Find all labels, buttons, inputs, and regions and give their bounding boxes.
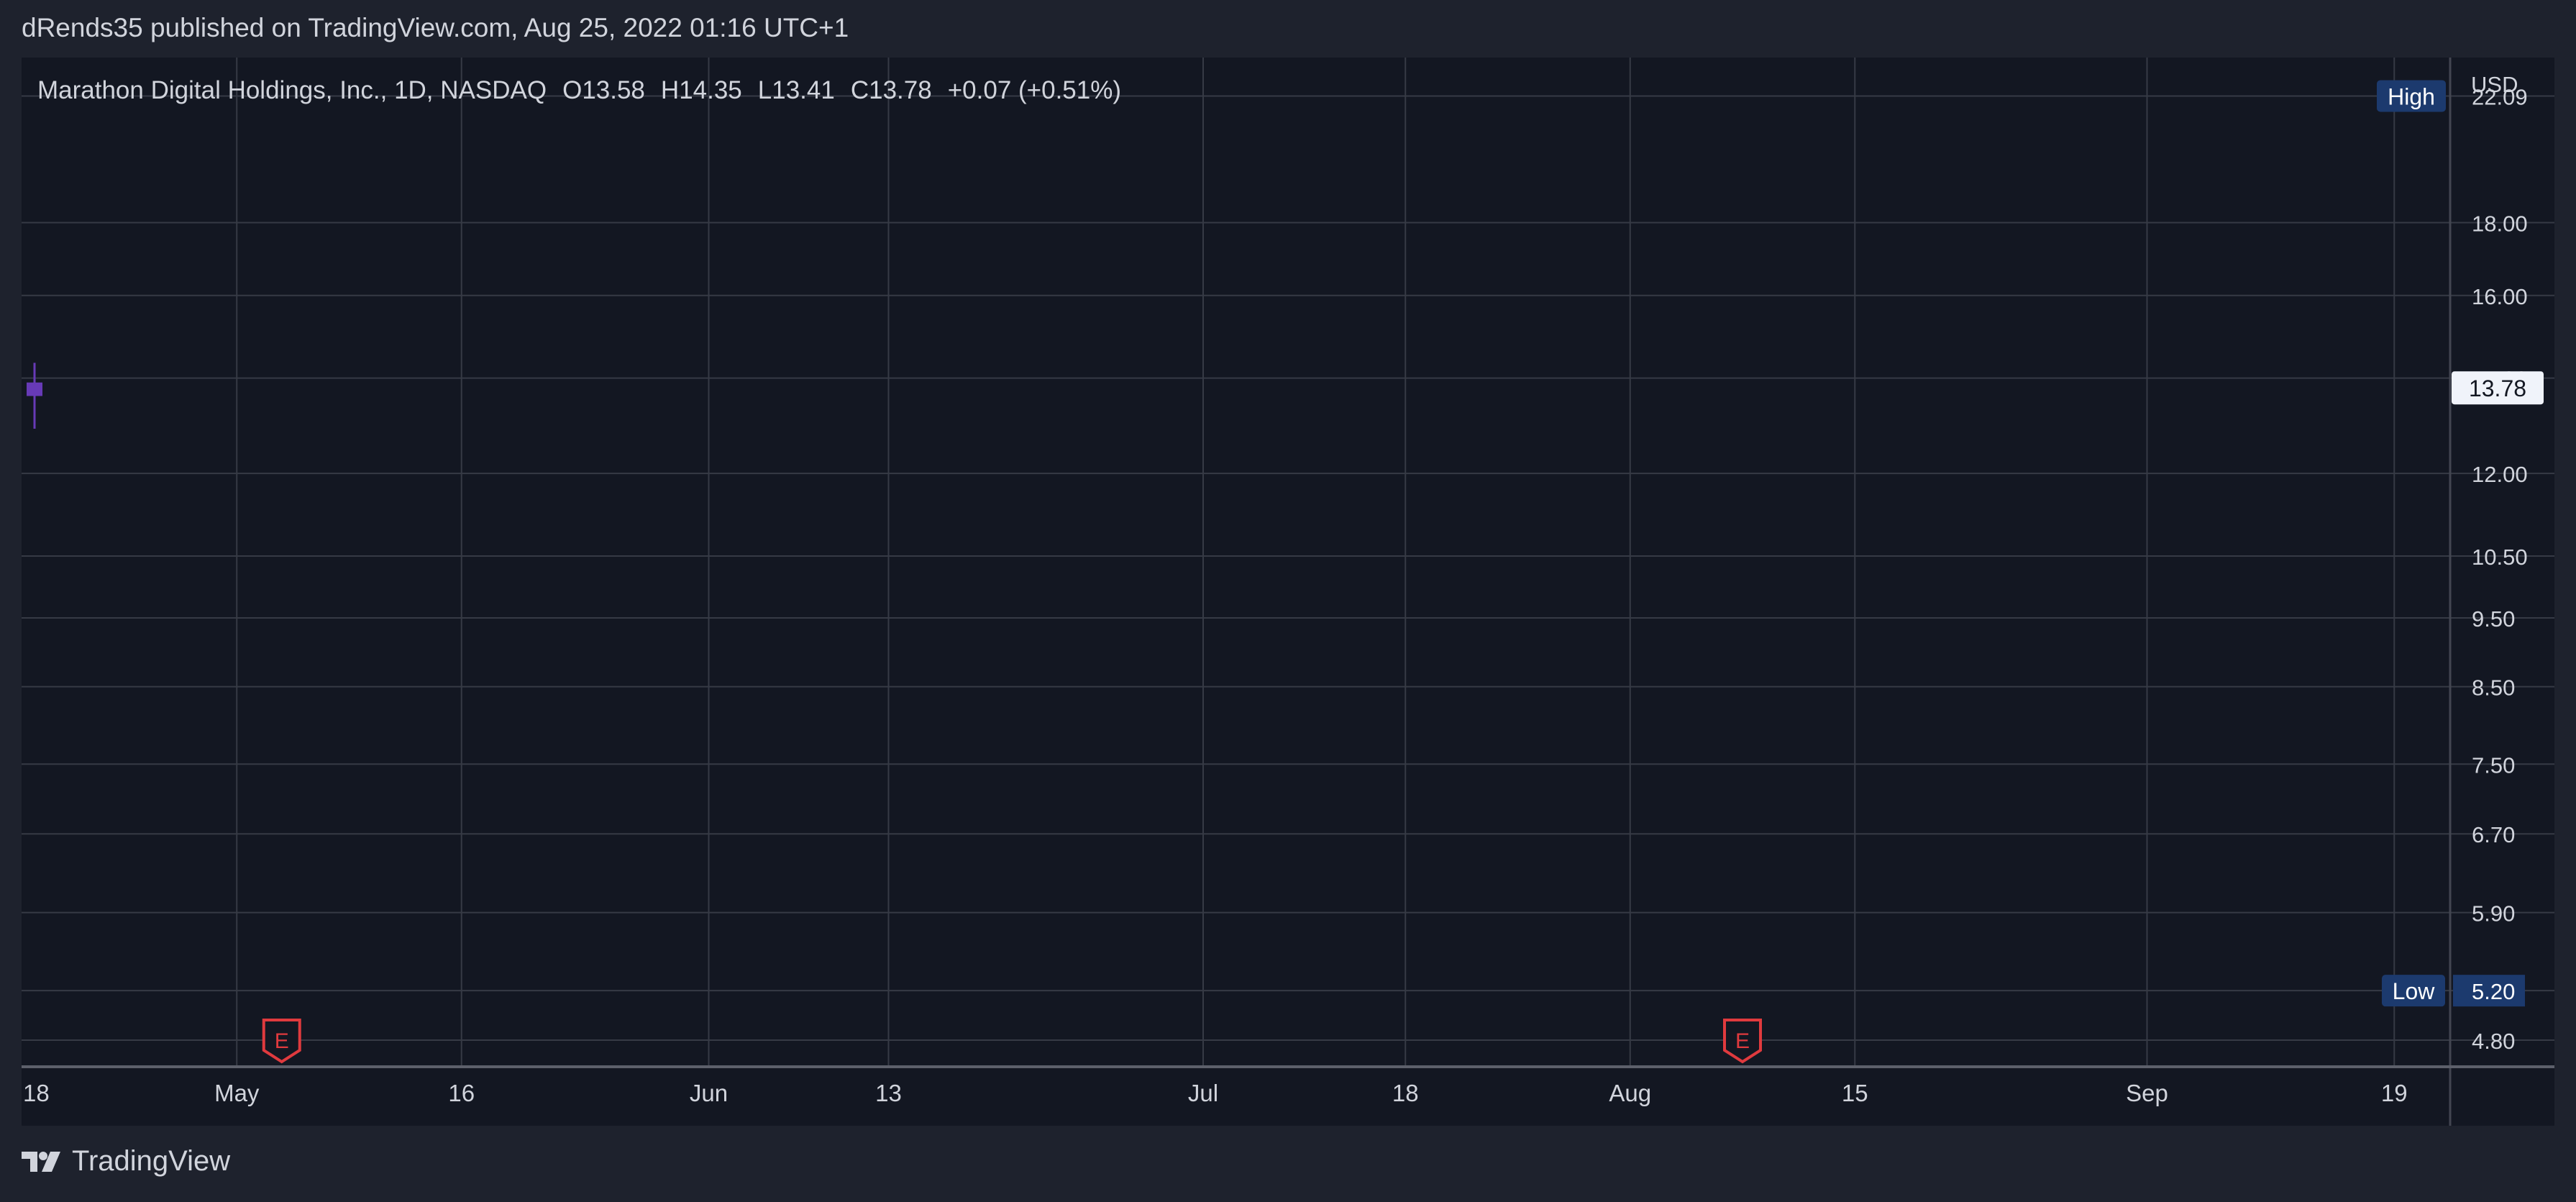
high-badge-label: High [2388, 83, 2435, 109]
price-markers: High Low 5.20 13.78 [2377, 80, 2544, 1007]
y-tick-label: 22.09 [2472, 84, 2528, 109]
y-tick-label: 10.50 [2472, 545, 2528, 570]
last-price-badge [2452, 371, 2544, 405]
candles [27, 363, 42, 429]
y-tick-label: 16.00 [2472, 284, 2528, 309]
last-price-label: 13.78 [2469, 375, 2526, 401]
x-tick-label: Aug [1609, 1080, 1651, 1106]
high-badge [2377, 80, 2446, 112]
x-tick-label: 15 [1842, 1080, 1868, 1106]
y-tick-label: 4.80 [2472, 1029, 2515, 1054]
y-tick-label: 12.00 [2472, 462, 2528, 487]
low-badge [2382, 975, 2445, 1007]
legend-l-label: L [758, 76, 772, 104]
x-tick-label: 16 [448, 1080, 475, 1106]
y-tick-label: 6.70 [2472, 822, 2515, 847]
currency-label: USD [2471, 72, 2518, 97]
low-value-badge [2453, 975, 2525, 1007]
x-tick-label: Jul [1188, 1080, 1218, 1106]
legend-symbol: Marathon Digital Holdings, Inc., 1D, NAS… [37, 76, 547, 104]
earnings-icon [262, 1019, 301, 1064]
y-tick-label: 9.50 [2472, 606, 2515, 632]
footer: TradingView [22, 1145, 230, 1178]
legend-o-value: 13.58 [582, 76, 645, 104]
earnings-icon [1723, 1019, 1762, 1064]
x-tick-label: 18 [23, 1080, 50, 1106]
chart-legend: Marathon Digital Holdings, Inc., 1D, NAS… [37, 76, 1121, 104]
footer-brand[interactable]: TradingView [72, 1145, 231, 1177]
legend-c-value: 13.78 [869, 76, 932, 104]
tradingview-logo-icon [22, 1151, 60, 1172]
x-tick-label: Jun [690, 1080, 728, 1106]
legend-o-label: O [562, 76, 582, 104]
low-value: 5.20 [2472, 979, 2515, 1004]
legend-h-value: 14.35 [679, 76, 742, 104]
legend-c-label: C [851, 76, 869, 104]
earnings-label: E [1735, 1029, 1750, 1053]
x-tick-label: 19 [2381, 1080, 2408, 1106]
low-badge-label: Low [2393, 978, 2436, 1004]
publish-info: dRends35 published on TradingView.com, A… [22, 13, 849, 42]
x-tick-label: Sep [2126, 1080, 2168, 1106]
x-tick-label: 18 [1392, 1080, 1419, 1106]
y-tick-label: 5.90 [2472, 901, 2515, 926]
candle-body [27, 382, 42, 396]
chart-panel [22, 58, 2554, 1126]
legend-change: +0.07 (+0.51%) [948, 76, 1121, 104]
y-tick-label: 7.50 [2472, 752, 2515, 778]
time-axis[interactable]: 18 May 16 Jun 13 Jul 18 Aug 15 Sep 19 [23, 1080, 2408, 1106]
y-tick-label: 8.50 [2472, 675, 2515, 701]
grid-lines [22, 58, 2554, 1067]
legend-l-value: 13.41 [772, 76, 835, 104]
y-tick-label: 18.00 [2472, 211, 2528, 236]
earnings-label: E [275, 1029, 289, 1053]
legend-h-label: H [661, 76, 679, 104]
x-tick-label: 13 [875, 1080, 902, 1106]
x-tick-label: May [214, 1080, 260, 1106]
